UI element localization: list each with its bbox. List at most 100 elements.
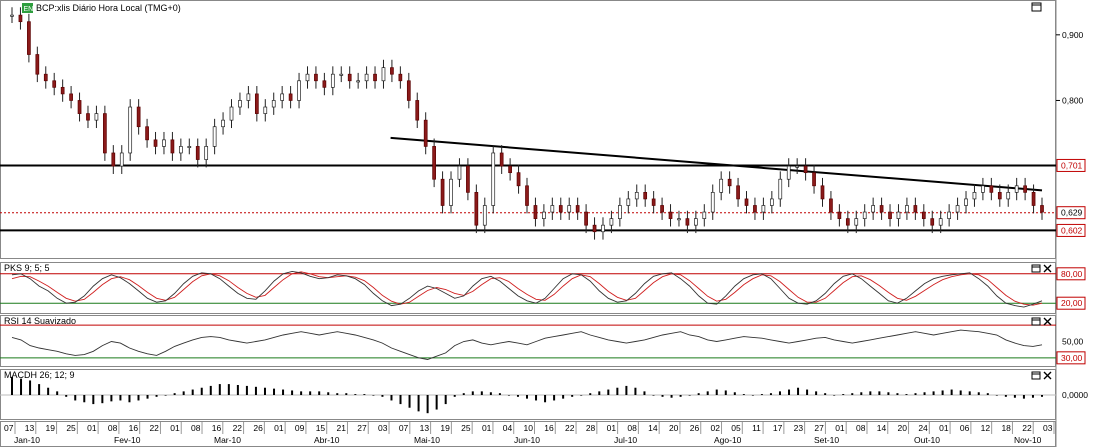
candle-body xyxy=(533,205,538,219)
macd-tick-label: 0,0000 xyxy=(1062,390,1088,400)
close-icon[interactable] xyxy=(1043,371,1052,380)
macd-bar xyxy=(697,393,700,395)
candle-body xyxy=(432,146,436,180)
candle-body xyxy=(52,80,57,88)
maximize-icon[interactable] xyxy=(1031,371,1041,380)
macd-bar xyxy=(263,387,266,395)
maximize-icon[interactable] xyxy=(1031,317,1041,326)
candle-body xyxy=(508,165,512,174)
candle-body xyxy=(94,113,99,121)
candle-body xyxy=(499,152,504,167)
x-day-label: 16 xyxy=(212,423,222,433)
macd-bar xyxy=(426,395,429,414)
candle-body xyxy=(997,192,1002,200)
x-day-label: 27 xyxy=(357,423,367,433)
hline-value-label: 0,701 xyxy=(1061,160,1083,170)
candle-body xyxy=(238,100,242,108)
candle-body xyxy=(550,205,555,213)
candle-body xyxy=(103,113,107,154)
macd-bar xyxy=(462,393,465,395)
macd-bar xyxy=(435,395,438,410)
macd-bar xyxy=(724,390,727,395)
x-day-label: 20 xyxy=(898,423,908,433)
x-day-label: 28 xyxy=(586,423,596,433)
candle-body xyxy=(77,100,82,114)
macd-bar xyxy=(381,395,384,397)
close-icon[interactable] xyxy=(1043,264,1052,273)
candle-body xyxy=(423,119,428,147)
x-day-label: 16 xyxy=(129,423,139,433)
close-icon[interactable] xyxy=(1043,317,1052,326)
macd-bar xyxy=(715,389,718,395)
rsi-level-label: 30,00 xyxy=(1061,353,1083,363)
x-day-label: 13 xyxy=(420,423,430,433)
macd-bar xyxy=(598,391,601,395)
x-day-label: 01 xyxy=(87,423,97,433)
candle-body xyxy=(297,80,301,101)
x-day-label: 13 xyxy=(25,423,35,433)
macd-bar xyxy=(986,393,989,395)
candle-body xyxy=(27,21,31,55)
candle-body xyxy=(204,146,209,160)
x-month-label: Nov-10 xyxy=(1014,435,1042,445)
macd-bar xyxy=(182,391,185,395)
macd-bar xyxy=(236,385,239,395)
rsi-level-box xyxy=(1056,351,1086,365)
candle-body xyxy=(466,165,470,193)
stoch-title[interactable]: PKS 9; 5; 5 xyxy=(4,263,50,273)
macd-bar xyxy=(29,380,32,395)
x-day-label: 01 xyxy=(939,423,949,433)
x-day-label: 01 xyxy=(274,423,284,433)
x-month-label: Mar-10 xyxy=(214,435,241,445)
x-day-label: 03 xyxy=(378,423,388,433)
candle-body xyxy=(482,205,487,226)
x-axis: 07 13 19 25 01 08 16 22 01 08 16 22 26 01 09 15 21 27 03 07… xyxy=(4,422,1055,445)
x-day-label: 26 xyxy=(690,423,700,433)
stochastic-panel: 80,00 20,00 xyxy=(0,267,1086,310)
x-day-label: 17 xyxy=(773,423,783,433)
candle-body xyxy=(736,185,740,200)
candle-body xyxy=(212,126,217,147)
macd-bar xyxy=(471,391,474,395)
candle-body xyxy=(364,73,369,82)
rsi-title[interactable]: RSI 14 Suavizado xyxy=(4,316,76,326)
stoch-d-line xyxy=(11,271,1043,306)
macd-bar xyxy=(643,391,646,395)
candle-body xyxy=(356,80,360,83)
candle-body xyxy=(694,218,698,226)
candle-body xyxy=(643,192,648,200)
candle-body xyxy=(440,178,445,206)
macd-bar xyxy=(688,395,691,396)
candle-body xyxy=(170,139,175,154)
macd-bar xyxy=(733,392,736,395)
candle-body xyxy=(35,54,40,75)
macd-title[interactable]: MACDH 26; 12; 9 xyxy=(4,370,75,380)
candle-body xyxy=(1040,205,1044,213)
candle-body xyxy=(854,218,859,226)
macd-bar xyxy=(480,391,483,395)
macd-bar xyxy=(806,389,809,395)
macd-bar xyxy=(878,391,881,395)
candle-body xyxy=(1006,192,1011,200)
candle-body xyxy=(702,211,707,219)
chart-title[interactable]: BCP:xlis Diário Hora Local (TMG+0) xyxy=(36,3,181,13)
macd-bar xyxy=(20,378,23,395)
maximize-icon[interactable] xyxy=(1031,2,1042,12)
price-panel: 0,900 0,800 0,701 0,602 0,629 xyxy=(0,7,1086,240)
maximize-icon[interactable] xyxy=(1031,264,1041,273)
candle-body xyxy=(786,165,791,180)
macd-bar xyxy=(1041,395,1043,397)
candle-body xyxy=(947,211,951,219)
macd-bar xyxy=(625,385,628,395)
candle-body xyxy=(179,146,183,154)
candle-body xyxy=(820,185,825,200)
macd-bar xyxy=(399,395,402,405)
macd-bar xyxy=(155,395,158,397)
x-day-label: 01 xyxy=(482,423,492,433)
y-tick-label: 0,900 xyxy=(1062,30,1084,40)
candle-body xyxy=(575,205,580,213)
candle-body xyxy=(609,218,614,226)
candle-body xyxy=(905,205,909,213)
x-day-label: 02 xyxy=(711,423,721,433)
x-day-label: 25 xyxy=(461,423,471,433)
